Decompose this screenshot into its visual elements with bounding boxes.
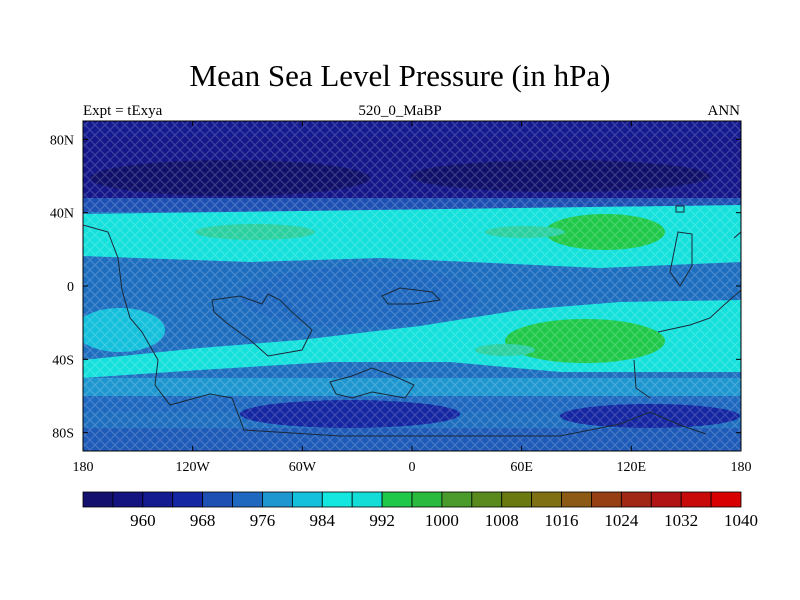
colorbar-label: 1032	[664, 511, 698, 530]
coastline-island-1	[211, 293, 313, 357]
colorbar-swatch	[172, 491, 204, 508]
coastline-island-4	[669, 231, 693, 287]
colorbar-swatch	[411, 491, 443, 508]
colorbar-swatch	[232, 491, 263, 508]
coastline-island-2	[381, 287, 442, 305]
pressure-field	[83, 121, 741, 451]
colorbar-label: 1040	[724, 511, 758, 530]
colorbar-label: 1016	[545, 511, 579, 530]
colorbar-swatch	[351, 491, 383, 508]
lon-tick-label: 60W	[289, 460, 317, 475]
colorbar-swatch	[561, 491, 592, 508]
latitude-axis: 80N 40N 0 40S 80S	[50, 133, 741, 442]
colorbar-swatch	[381, 491, 413, 508]
colorbar-swatch	[471, 491, 503, 508]
experiment-label: Expt = tExya	[83, 103, 163, 119]
colorbar-swatch	[112, 491, 144, 508]
colorbar-label: 992	[369, 511, 395, 530]
colorbar-swatch	[710, 491, 742, 508]
coastline-southern	[82, 224, 707, 437]
lon-tick-label: 180	[73, 460, 94, 475]
colorbar-swatch	[142, 491, 174, 508]
lat-tick-label: 40N	[50, 207, 74, 222]
lat-tick-label: 80S	[52, 427, 74, 442]
colorbar-swatch	[291, 491, 323, 508]
colorbar-label: 1000	[425, 511, 459, 530]
lat-tick-label: 0	[67, 280, 74, 295]
colorbar-swatch	[591, 491, 622, 508]
crosshatch-overlay	[83, 121, 741, 451]
map-title: Mean Sea Level Pressure (in hPa)	[189, 58, 611, 93]
colorbar-swatch	[531, 491, 562, 508]
coastline-islet	[675, 205, 685, 213]
coastline-south-east	[633, 359, 651, 399]
season-label: ANN	[707, 103, 741, 119]
colorbar-label: 960	[130, 511, 156, 530]
longitude-axis: 180 120W 60W 0 60E 120E 180	[73, 121, 752, 475]
colorbar-label: 976	[250, 511, 276, 530]
lat-tick-label: 80N	[50, 133, 74, 148]
colorbar-label: 1024	[604, 511, 639, 530]
colorbar-swatch	[650, 491, 682, 508]
colorbar-swatch	[202, 491, 233, 508]
lon-tick-label: 120E	[617, 460, 647, 475]
colorbar-swatch	[441, 491, 473, 508]
colorbar-swatch	[82, 491, 114, 508]
colorbar-swatch	[262, 491, 293, 508]
colorbar-swatch	[321, 491, 353, 508]
colorbar-swatch	[501, 491, 533, 508]
colorbar-label: 1008	[485, 511, 519, 530]
period-label: 520_0_MaBP	[358, 103, 442, 119]
lon-tick-label: 120W	[176, 460, 211, 475]
colorbar-label: 968	[190, 511, 216, 530]
lon-tick-label: 0	[409, 460, 416, 475]
lon-tick-label: 60E	[510, 460, 533, 475]
coastline-island-3	[329, 367, 415, 399]
colorbar-swatch	[620, 491, 652, 508]
colorbar-label: 984	[310, 511, 336, 530]
colorbar: 960 968 976 984 992 1000 1008 1016 1024 1032 1040	[82, 491, 758, 530]
lon-tick-label: 180	[731, 460, 752, 475]
lat-tick-label: 40S	[52, 353, 74, 368]
colorbar-swatch	[680, 491, 712, 508]
